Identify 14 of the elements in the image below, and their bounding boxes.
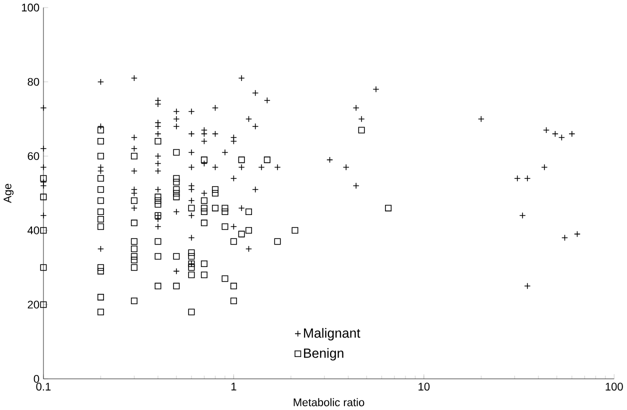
legend-label: Malignant — [304, 328, 360, 340]
x-tick-label: 100 — [606, 382, 623, 391]
y-tick-label: 40 — [28, 226, 40, 234]
legend-label: Benign — [304, 348, 344, 361]
x-tick-label: 0.1 — [36, 382, 51, 391]
y-axis-title: Age — [4, 184, 14, 204]
x-tick-label: 1 — [231, 382, 236, 390]
y-tick-label: 60 — [28, 152, 40, 160]
y-tick-label: 20 — [28, 300, 40, 309]
y-tick-label: 80 — [28, 78, 40, 86]
y-tick-label: 0 — [34, 374, 40, 383]
y-tick-label: 100 — [22, 4, 40, 12]
x-tick-label: 10 — [418, 382, 430, 391]
x-axis-title: Metabolic ratio — [294, 398, 364, 406]
